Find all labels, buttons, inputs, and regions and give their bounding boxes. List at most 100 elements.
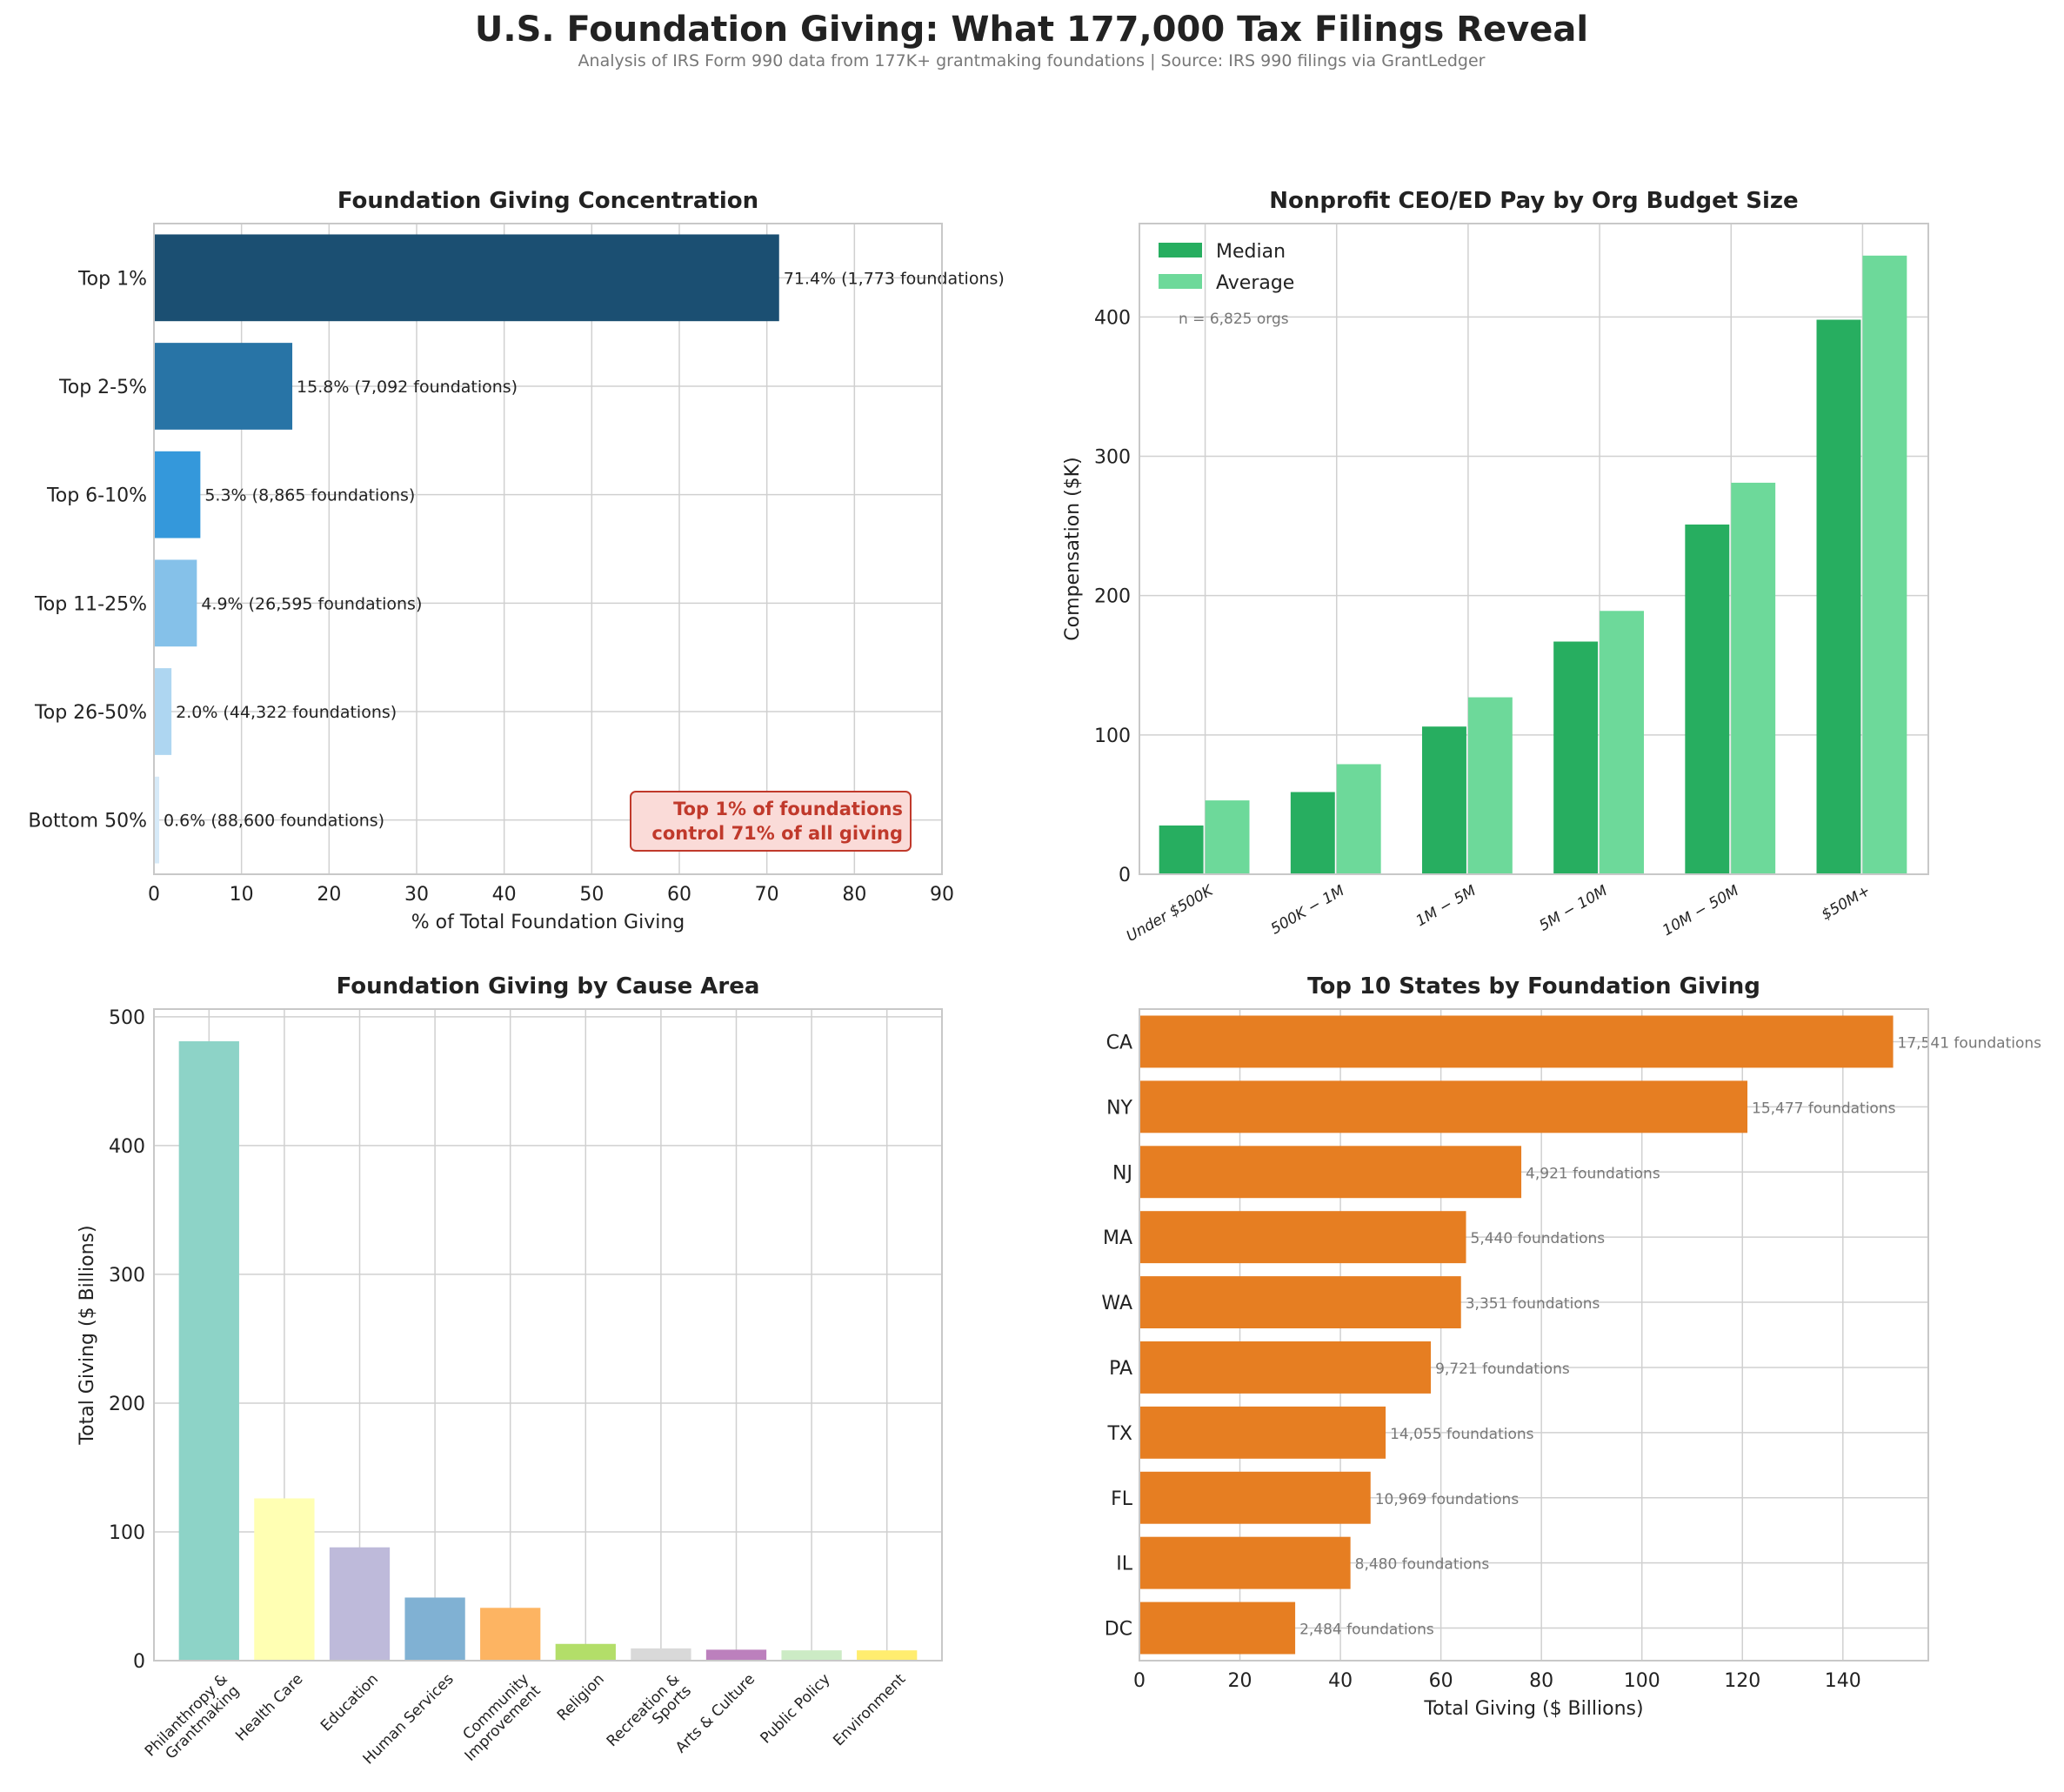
bar — [154, 668, 172, 755]
bar-average — [1600, 611, 1644, 874]
bar-average — [1336, 764, 1381, 874]
y-tick-label: PA — [1109, 1358, 1132, 1380]
data-label: 3,351 foundations — [1466, 1295, 1600, 1313]
data-label: 0.6% (88,600 foundations) — [164, 812, 384, 831]
x-tick-label: 1M − 5M — [1413, 882, 1480, 930]
x-tick-label: CommunityImprovement — [450, 1670, 544, 1765]
bar — [1139, 1601, 1296, 1655]
x-tick-label: Health Care — [232, 1670, 306, 1744]
x-tick-label-line: Public Policy — [758, 1670, 834, 1747]
x-tick-label: 10 — [230, 884, 254, 906]
x-tick-label: 20 — [1228, 1670, 1252, 1692]
x-tick-label: 50 — [579, 884, 604, 906]
axes-frame — [153, 1008, 943, 1662]
data-label: 4.9% (26,595 foundations) — [201, 594, 422, 613]
y-tick-label: 200 — [1094, 586, 1131, 608]
chart-title: Foundation Giving by Cause Area — [337, 973, 760, 1000]
x-tick-label: 40 — [1328, 1670, 1353, 1692]
legend-label: Median — [1216, 241, 1286, 263]
bar-average — [1205, 800, 1250, 874]
y-tick-label: Top 1% — [77, 268, 147, 290]
y-tick-label: Bottom 50% — [28, 811, 147, 832]
bar-average — [1862, 255, 1907, 875]
y-tick-label: 400 — [109, 1136, 145, 1158]
x-tick-label: 10M − 50M — [1660, 882, 1742, 939]
y-tick-label: 300 — [1094, 446, 1131, 468]
bar-average — [1731, 482, 1776, 874]
y-tick-label: CA — [1106, 1032, 1132, 1053]
bar-average — [1467, 697, 1513, 874]
x-tick-label: Under $500K — [1124, 881, 1218, 946]
figure-title: U.S. Foundation Giving: What 177,000 Tax… — [475, 10, 1588, 50]
y-tick-label: Top 6-10% — [46, 485, 147, 507]
bar — [154, 559, 197, 647]
bar-median — [1290, 792, 1335, 874]
chart-title: Top 10 States by Foundation Giving — [1307, 973, 1760, 1000]
bar — [154, 451, 201, 538]
y-tick-label: DC — [1105, 1619, 1132, 1641]
sample-size-note: n = 6,825 orgs — [1179, 311, 1289, 328]
bar — [781, 1650, 842, 1661]
bar — [555, 1643, 616, 1661]
y-tick-label: NJ — [1112, 1162, 1132, 1184]
bar — [154, 343, 293, 430]
bar-median — [1159, 825, 1204, 874]
bar — [154, 776, 160, 864]
legend-swatch — [1159, 274, 1202, 289]
data-label: 15.8% (7,092 foundations) — [297, 378, 518, 397]
x-tick-label: 70 — [755, 884, 779, 906]
x-tick-label: 140 — [1825, 1670, 1861, 1692]
bar — [1139, 1211, 1466, 1264]
x-tick-label-line: Education — [317, 1670, 382, 1735]
bar — [705, 1649, 767, 1661]
top-states-chart: Top 10 States by Foundation Giving 0 20 40 6… — [1101, 973, 2041, 1720]
bar — [631, 1648, 691, 1661]
data-label: 71.4% (1,773 foundations) — [784, 269, 1005, 288]
bar — [1139, 1536, 1351, 1589]
y-tick-label: Top 11-25% — [34, 593, 147, 615]
x-tick-label: $50M+ — [1819, 882, 1874, 924]
x-axis-label: Total Giving ($ Billions) — [1423, 1698, 1643, 1720]
figure-subtitle: Analysis of IRS Form 990 data from 177K+… — [578, 51, 1486, 70]
y-tick-label: NY — [1106, 1097, 1132, 1119]
axes-frame — [1139, 223, 1929, 875]
x-tick-label: Religion — [554, 1670, 608, 1724]
y-tick-label: 500 — [109, 1007, 145, 1029]
chart-title: Nonprofit CEO/ED Pay by Org Budget Size — [1269, 188, 1798, 214]
bar — [1139, 1080, 1748, 1133]
y-tick-label: TX — [1106, 1423, 1132, 1445]
axes-frame — [1139, 1008, 1929, 1662]
data-label: 17,541 foundations — [1898, 1034, 2042, 1052]
annotation-text: Top 1% of foundations — [673, 799, 903, 819]
annotation-box — [630, 791, 912, 852]
y-axis-label: Total Giving ($ Billions) — [77, 1225, 98, 1445]
x-tick-label: 0 — [148, 884, 160, 906]
y-tick-label: 300 — [109, 1265, 145, 1287]
data-label: 15,477 foundations — [1752, 1100, 1896, 1117]
x-axis-label: % of Total Foundation Giving — [411, 912, 685, 933]
x-tick-label: 40 — [492, 884, 517, 906]
data-label: 4,921 foundations — [1526, 1165, 1660, 1182]
bar — [1139, 1146, 1522, 1199]
y-tick-label: MA — [1103, 1227, 1132, 1249]
x-tick-label: 0 — [1133, 1670, 1146, 1692]
bar — [1139, 1406, 1386, 1459]
bar-median — [1422, 726, 1466, 874]
bar — [857, 1650, 918, 1661]
legend-swatch — [1159, 243, 1202, 257]
bar-median — [1816, 319, 1861, 874]
data-label: 5.3% (8,865 foundations) — [204, 486, 415, 505]
x-tick-label: 500K − 1M — [1268, 882, 1348, 939]
data-label: 14,055 foundations — [1390, 1426, 1534, 1443]
x-tick-label-line: Arts & Culture — [672, 1670, 758, 1756]
bar — [1139, 1276, 1461, 1329]
data-label: 9,721 foundations — [1435, 1361, 1570, 1378]
y-tick-label: WA — [1101, 1293, 1132, 1314]
legend-label: Average — [1216, 272, 1294, 294]
y-tick-label: 400 — [1094, 307, 1131, 329]
y-tick-label: 0 — [133, 1651, 145, 1673]
x-tick-label-line: Health Care — [232, 1670, 306, 1744]
y-tick-label: Top 26-50% — [34, 702, 147, 724]
bar-median — [1553, 641, 1599, 874]
